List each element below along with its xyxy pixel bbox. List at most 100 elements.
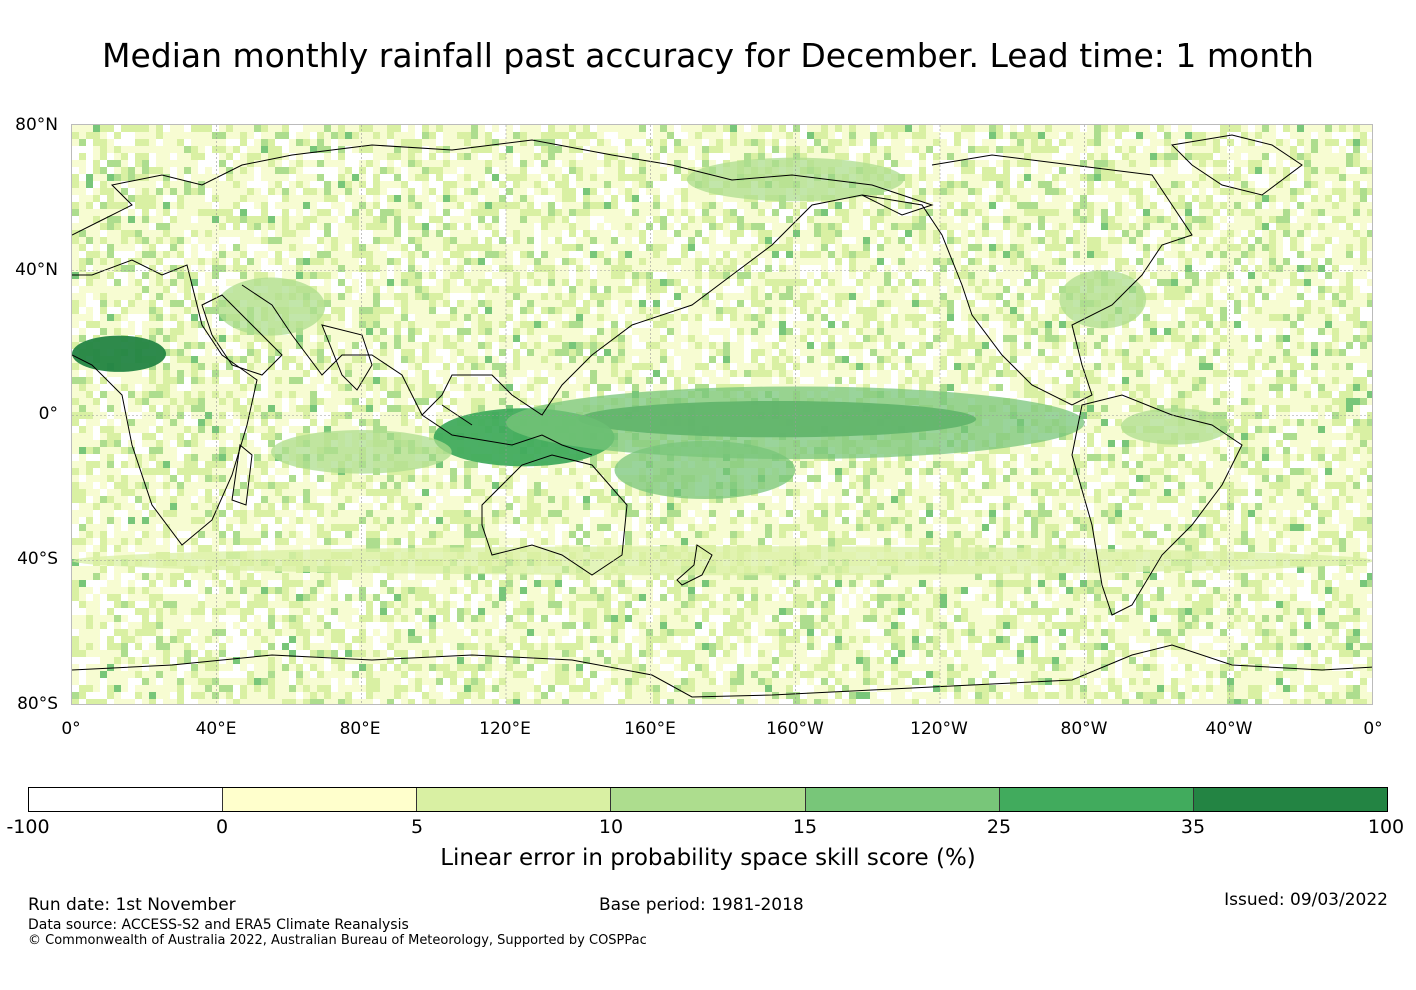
- skill-cell: [184, 447, 191, 454]
- skill-cell: [1283, 216, 1290, 223]
- skill-cell: [583, 125, 590, 132]
- skill-cell: [947, 209, 954, 216]
- skill-cell: [163, 195, 170, 202]
- skill-cell: [1164, 216, 1171, 223]
- skill-cell: [1031, 202, 1038, 209]
- skill-cell: [870, 349, 877, 356]
- skill-cell: [79, 370, 86, 377]
- skill-cell: [926, 272, 933, 279]
- skill-cell: [835, 202, 842, 209]
- skill-cell: [107, 433, 114, 440]
- skill-cell: [142, 167, 149, 174]
- skill-cell: [982, 258, 989, 265]
- skill-cell: [884, 279, 891, 286]
- skill-cell: [520, 286, 527, 293]
- skill-cell: [289, 363, 296, 370]
- skill-cell: [1367, 433, 1372, 440]
- skill-cell: [709, 146, 716, 153]
- skill-cell: [814, 209, 821, 216]
- skill-cell: [1094, 454, 1101, 461]
- skill-cell: [856, 342, 863, 349]
- skill-cell: [226, 139, 233, 146]
- skill-cell: [436, 391, 443, 398]
- skill-cell: [247, 398, 254, 405]
- skill-cell: [1094, 216, 1101, 223]
- skill-cell: [247, 426, 254, 433]
- skill-cell: [303, 216, 310, 223]
- skill-cell: [1031, 391, 1038, 398]
- skill-cell: [205, 125, 212, 132]
- skill-cell: [1220, 349, 1227, 356]
- skill-cell: [1031, 167, 1038, 174]
- skill-cell: [842, 251, 849, 258]
- skill-cell: [1360, 384, 1367, 391]
- skill-cell: [198, 314, 205, 321]
- skill-cell: [254, 454, 261, 461]
- skill-cell: [660, 244, 667, 251]
- skill-cell: [72, 419, 79, 426]
- skill-cell: [184, 244, 191, 251]
- skill-cell: [842, 223, 849, 230]
- skill-cell: [821, 272, 828, 279]
- skill-cell: [926, 209, 933, 216]
- skill-cell: [723, 321, 730, 328]
- skill-cell: [464, 314, 471, 321]
- skill-cell: [1213, 125, 1220, 132]
- skill-cell: [261, 349, 268, 356]
- skill-cell: [1360, 132, 1367, 139]
- skill-cell: [597, 139, 604, 146]
- lat-label-80s: 80°S: [17, 694, 58, 714]
- skill-cell: [849, 377, 856, 384]
- skill-cell: [1171, 258, 1178, 265]
- skill-cell: [191, 454, 198, 461]
- skill-cell: [653, 279, 660, 286]
- skill-cell: [212, 146, 219, 153]
- skill-cell: [72, 363, 79, 370]
- skill-cell: [835, 377, 842, 384]
- skill-cell: [310, 335, 317, 342]
- skill-cell: [1017, 132, 1024, 139]
- skill-cell: [856, 377, 863, 384]
- skill-cell: [1325, 286, 1332, 293]
- skill-cell: [667, 216, 674, 223]
- skill-cell: [786, 363, 793, 370]
- skill-cell: [408, 321, 415, 328]
- skill-cell: [583, 209, 590, 216]
- skill-cell: [1031, 300, 1038, 307]
- skill-cell: [527, 391, 534, 398]
- skill-cell: [723, 125, 730, 132]
- skill-cell: [1031, 265, 1038, 272]
- skill-cell: [961, 202, 968, 209]
- skill-cell: [1276, 286, 1283, 293]
- skill-cell: [1283, 391, 1290, 398]
- skill-cell: [331, 153, 338, 160]
- skill-cell: [163, 202, 170, 209]
- skill-cell: [1108, 174, 1115, 181]
- skill-cell: [1213, 244, 1220, 251]
- skill-cell: [1003, 251, 1010, 258]
- skill-cell: [1311, 384, 1318, 391]
- skill-cell: [905, 195, 912, 202]
- skill-cell: [835, 300, 842, 307]
- skill-cell: [422, 293, 429, 300]
- skill-cell: [541, 370, 548, 377]
- skill-cell: [800, 125, 807, 132]
- skill-cell: [1122, 447, 1129, 454]
- skill-cell: [114, 461, 121, 468]
- skill-cell: [471, 132, 478, 139]
- skill-cell: [1332, 132, 1339, 139]
- skill-cell: [555, 160, 562, 167]
- skill-cell: [1129, 272, 1136, 279]
- skill-cell: [485, 132, 492, 139]
- skill-cell: [814, 139, 821, 146]
- skill-cell: [233, 335, 240, 342]
- skill-cell: [142, 286, 149, 293]
- skill-cell: [1241, 230, 1248, 237]
- skill-cell: [135, 398, 142, 405]
- skill-cell: [1073, 216, 1080, 223]
- skill-cell: [1290, 377, 1297, 384]
- skill-cell: [870, 370, 877, 377]
- skill-cell: [1206, 258, 1213, 265]
- skill-cell: [429, 335, 436, 342]
- skill-cell: [1318, 272, 1325, 279]
